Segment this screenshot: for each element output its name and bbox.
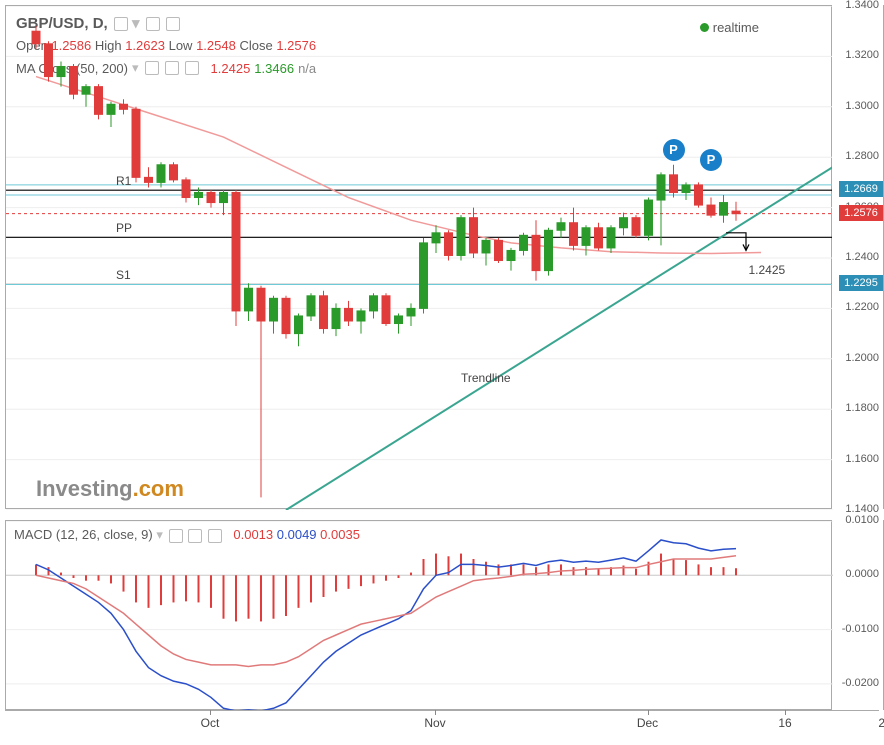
- time-axis: OctNovDec1629: [5, 710, 879, 740]
- chart-container: GBP/USD, D, ▾ Open 1.2586 High 1.2623 Lo…: [0, 0, 884, 745]
- time-tick: Oct: [201, 716, 220, 730]
- macd-tick: 0.0000: [845, 568, 879, 580]
- level-label-pp: PP: [116, 221, 132, 235]
- ma50-value-label: 1.2425: [749, 263, 786, 277]
- price-tick: 1.3400: [845, 0, 879, 11]
- level-label-r1: R1: [116, 174, 131, 188]
- price-tick: 1.2400: [845, 251, 879, 263]
- price-tick: 1.3000: [845, 100, 879, 112]
- price-tick: 1.1600: [845, 453, 879, 465]
- pattern-marker-icon: P: [700, 149, 722, 171]
- macd-axis: 0.01000.0000-0.0100-0.0200: [832, 520, 884, 710]
- price-chart-panel[interactable]: GBP/USD, D, ▾ Open 1.2586 High 1.2623 Lo…: [5, 5, 832, 509]
- macd-svg: [6, 521, 833, 711]
- level-label-s1: S1: [116, 268, 131, 282]
- price-marker: 1.2295: [839, 275, 883, 291]
- price-tick: 1.2800: [845, 150, 879, 162]
- macd-tick: -0.0100: [842, 623, 879, 635]
- price-tick: 1.2000: [845, 352, 879, 364]
- price-marker: 1.2576: [839, 205, 883, 221]
- macd-tick: 0.0100: [845, 514, 879, 526]
- price-axis: 1.34001.32001.30001.28001.26001.24001.22…: [832, 5, 884, 509]
- pattern-marker-icon: P: [663, 139, 685, 161]
- macd-tick: -0.0200: [842, 677, 879, 689]
- price-marker: 1.2669: [839, 181, 883, 197]
- price-tick: 1.2200: [845, 301, 879, 313]
- trendline-label: Trendline: [461, 371, 511, 385]
- watermark: Investing.com: [36, 476, 184, 502]
- time-tick: 16: [778, 716, 791, 730]
- time-tick: Nov: [424, 716, 445, 730]
- time-tick: Dec: [637, 716, 658, 730]
- watermark-ext: .com: [133, 476, 184, 501]
- time-tick: 29: [878, 716, 884, 730]
- price-tick: 1.1800: [845, 402, 879, 414]
- watermark-base: Investing: [36, 476, 133, 501]
- price-tick: 1.3200: [845, 49, 879, 61]
- macd-panel[interactable]: MACD (12, 26, close, 9) ▾ 0.0013 0.0049 …: [5, 520, 832, 710]
